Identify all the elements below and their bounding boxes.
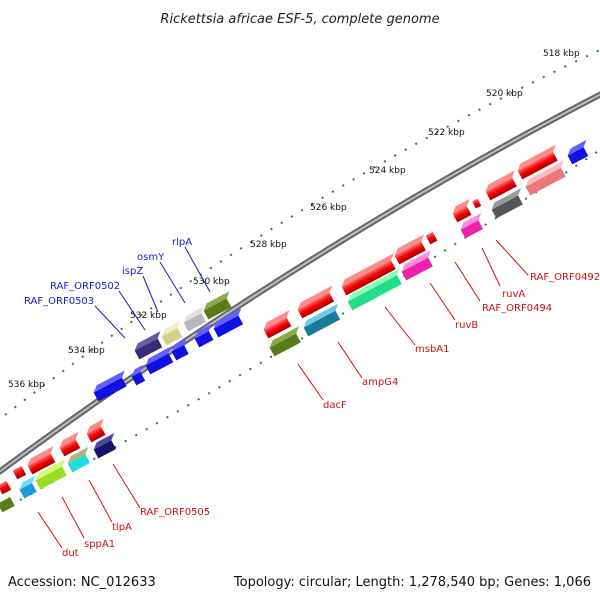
gene-block <box>134 331 163 360</box>
reverse-gene-labels: RAF_ORF0492 ruvA RAF_ORF0494 ruvB msbA1 … <box>37 239 600 559</box>
gene-block <box>183 305 207 332</box>
gene-block <box>297 285 335 319</box>
gene-label-dut: dut <box>62 548 79 559</box>
gene-block <box>213 308 244 338</box>
gene-block <box>161 320 183 346</box>
gene-label-msba1: msbA1 <box>415 344 450 355</box>
outer-ruler <box>4 49 600 416</box>
gene-block <box>452 198 472 223</box>
gene-block <box>401 250 433 281</box>
gene-block <box>491 188 523 219</box>
gene-block <box>263 310 292 339</box>
kbp-label-524: 524 kbp <box>369 166 406 176</box>
gene-label-tlpa: tlpA <box>112 522 132 533</box>
gene-block <box>171 337 189 361</box>
gene-block <box>12 465 27 480</box>
gene-block <box>93 432 117 459</box>
gene-block <box>59 431 81 457</box>
gene-label-osmy: osmY <box>137 252 165 263</box>
gene-label-raf-orf0503: RAF_ORF0503 <box>24 296 94 307</box>
kbp-label-532: 532 kbp <box>130 311 167 321</box>
gene-label-ampg4: ampG4 <box>362 377 398 388</box>
gene-label-sppa1: sppA1 <box>84 539 115 550</box>
gene-label-ispz: ispZ <box>122 266 143 277</box>
gene-label-rlpa: rlpA <box>172 237 192 248</box>
gene-block <box>194 323 214 348</box>
kbp-label-536: 536 kbp <box>8 380 45 390</box>
reverse-strand-genes <box>0 139 589 513</box>
gene-block <box>567 139 589 165</box>
gene-block <box>131 364 146 386</box>
kbp-label-520: 520 kbp <box>486 89 523 99</box>
gene-block <box>341 253 396 296</box>
genome-summary-text: Topology: circular; Length: 1,278,540 bp… <box>233 575 591 590</box>
gene-label-raf-orf0502: RAF_ORF0502 <box>50 281 120 292</box>
gene-block <box>347 268 402 311</box>
gene-block <box>517 144 558 180</box>
kbp-label-522: 522 kbp <box>428 128 465 138</box>
kbp-label-526: 526 kbp <box>310 203 347 213</box>
gene-block <box>269 326 301 357</box>
gene-block <box>303 303 341 337</box>
gene-block <box>460 212 484 239</box>
gene-block <box>203 291 232 320</box>
gene-label-raf-orf0494: RAF_ORF0494 <box>482 303 552 314</box>
forward-strand-genes <box>93 291 244 402</box>
gene-block <box>0 480 12 495</box>
gene-block <box>35 459 67 490</box>
gene-block <box>525 160 566 196</box>
accession-text: Accession: NC_012633 <box>8 575 156 590</box>
gene-label-raf-orf0492: RAF_ORF0492 <box>530 272 600 283</box>
gene-block <box>394 234 426 265</box>
gene-block <box>27 446 56 475</box>
kbp-label-528: 528 kbp <box>250 240 287 250</box>
gene-block <box>425 231 438 245</box>
kbp-label-534: 534 kbp <box>68 346 105 356</box>
forward-gene-labels: RAF_ORF0503 RAF_ORF0502 ispZ osmY rlpA <box>24 237 211 339</box>
gene-block <box>93 370 127 402</box>
gene-block <box>485 170 517 201</box>
gene-block <box>67 446 91 473</box>
kbp-label-530: 530 kbp <box>193 277 230 287</box>
gene-label-raf-orf0505: RAF_ORF0505 <box>140 507 210 518</box>
map-title: Rickettsia africae ESF-5, complete genom… <box>160 12 439 27</box>
gene-block <box>19 475 37 499</box>
gene-block <box>472 198 482 209</box>
kbp-label-518: 518 kbp <box>543 49 580 59</box>
gene-block <box>0 497 15 513</box>
genome-backbone <box>0 91 600 476</box>
gene-block <box>145 346 174 375</box>
gene-label-ruva: ruvA <box>502 289 525 300</box>
gene-block <box>86 418 106 443</box>
gene-label-dacf: dacF <box>323 400 347 411</box>
gene-label-ruvb: ruvB <box>455 320 478 331</box>
kbp-labels: 518 kbp 520 kbp 522 kbp 524 kbp 526 kbp … <box>8 49 580 390</box>
